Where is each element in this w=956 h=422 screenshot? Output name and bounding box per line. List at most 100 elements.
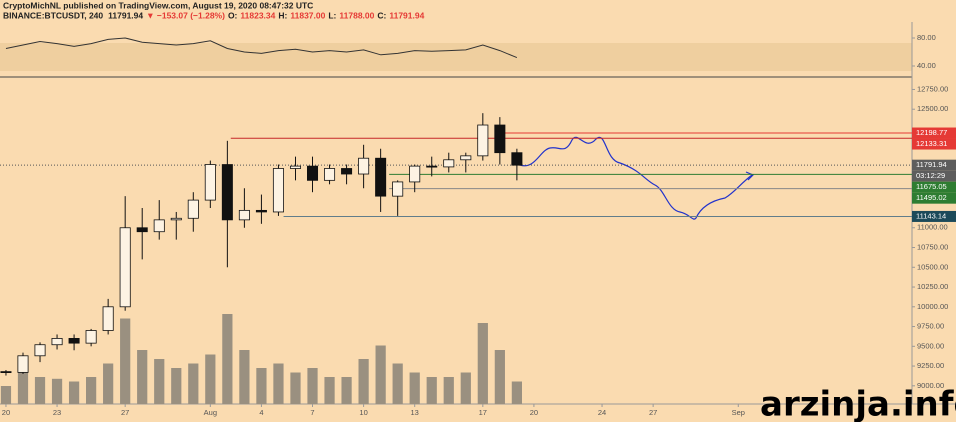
candle-body xyxy=(358,157,370,175)
volume-bar xyxy=(137,350,148,404)
volume-bar xyxy=(17,372,29,404)
price-label: 11143.14 xyxy=(916,211,946,220)
volume-bar xyxy=(86,377,97,404)
last: 11791.94 xyxy=(108,10,143,20)
volume-bar xyxy=(205,354,216,404)
candle-body xyxy=(392,181,404,197)
low: 11788.00 xyxy=(339,10,374,20)
volume-bar xyxy=(51,378,63,404)
watermark: arzinja.info xyxy=(760,385,956,422)
x-tick-label: 13 xyxy=(411,408,419,417)
candle-body xyxy=(34,344,46,357)
price-label-bg xyxy=(912,192,956,204)
price-label: 11675.05 xyxy=(916,182,947,191)
candle-body xyxy=(102,306,114,331)
rsi-tick-label: 80.00 xyxy=(917,33,936,42)
rsi-band xyxy=(0,43,912,71)
price-label: 11791.94 xyxy=(916,160,947,169)
volume-bar xyxy=(426,377,437,404)
candle-body xyxy=(307,165,319,181)
y-tick-label: 11000.00 xyxy=(917,223,948,232)
candle-body xyxy=(341,168,353,175)
candle-body xyxy=(68,338,80,344)
candle-body xyxy=(187,199,199,219)
y-tick-label: 10000.00 xyxy=(917,302,948,311)
x-tick-label: 7 xyxy=(310,408,314,417)
countdown: 03:12:29 xyxy=(916,171,945,180)
open: 11823.34 xyxy=(240,10,275,20)
high: 11837.00 xyxy=(290,10,325,20)
y-tick-label: 9000.00 xyxy=(917,381,944,390)
volume-bar xyxy=(188,363,199,404)
volume-bar xyxy=(222,314,233,404)
x-tick-label: 27 xyxy=(649,408,657,417)
rsi-line xyxy=(5,37,518,59)
y-tick-label: 10500.00 xyxy=(917,262,948,271)
candle-body xyxy=(460,155,472,161)
high-label: H: xyxy=(278,10,287,20)
y-tick-label: 12500.00 xyxy=(917,104,948,113)
candle-body xyxy=(255,209,267,213)
y-tick-label: 12750.00 xyxy=(917,84,948,93)
price-label: 11495.02 xyxy=(916,193,947,202)
price-label-bg xyxy=(912,210,956,222)
candle-body xyxy=(0,371,12,373)
volume-bar xyxy=(341,377,352,404)
symbol: BINANCE:BTCUSDT, 240 xyxy=(3,10,103,20)
volume-bar xyxy=(154,359,165,404)
candle-body xyxy=(119,227,131,308)
volume-bar xyxy=(392,363,403,404)
x-tick-label: 23 xyxy=(53,408,61,417)
volume-bar xyxy=(256,368,267,404)
volume-bar xyxy=(103,363,114,404)
volume-bar xyxy=(324,377,335,404)
volume-bar xyxy=(511,381,522,404)
volume-bar xyxy=(307,368,318,404)
volume-bar xyxy=(477,323,488,404)
volume-bar xyxy=(409,372,420,404)
y-tick-label: 9500.00 xyxy=(917,341,944,350)
volume-bar xyxy=(460,372,471,404)
volume-bar xyxy=(171,368,182,404)
volume-bar xyxy=(120,318,131,404)
x-tick-label: 20 xyxy=(530,408,538,417)
candle-body xyxy=(324,168,336,181)
volume-bar xyxy=(290,372,301,404)
x-tick-label: Sep xyxy=(732,408,745,417)
projection-arrow xyxy=(745,171,755,181)
candle-body xyxy=(511,152,523,166)
candle-body xyxy=(289,165,301,169)
volume-bar xyxy=(358,359,369,404)
x-tick-label: 20 xyxy=(2,408,10,417)
volume-bar xyxy=(273,363,284,404)
candle-body xyxy=(409,165,421,183)
x-tick-label: 10 xyxy=(359,408,367,417)
candle-body xyxy=(375,157,387,197)
candle-body xyxy=(221,164,233,221)
open-label: O: xyxy=(228,10,238,20)
price-label: 12133.31 xyxy=(916,139,947,148)
y-tick-label: 9750.00 xyxy=(917,322,944,331)
volume-bar xyxy=(443,377,454,404)
candle-body xyxy=(136,227,148,233)
candle-body xyxy=(17,355,29,373)
candle-body xyxy=(272,168,284,213)
price-label: 12198.77 xyxy=(916,128,947,137)
candle-body xyxy=(426,165,438,168)
x-tick-label: 24 xyxy=(598,408,606,417)
candle-body xyxy=(443,159,455,168)
candle-body xyxy=(51,338,63,346)
x-tick-label: 27 xyxy=(121,408,129,417)
low-label: L: xyxy=(328,10,336,20)
y-tick-label: 9250.00 xyxy=(917,361,944,370)
price-label-bg xyxy=(912,138,956,150)
volume-bar xyxy=(34,377,46,404)
volume-bar xyxy=(375,345,386,404)
candle-body xyxy=(238,209,250,221)
candle-body xyxy=(170,217,182,221)
close-label: C: xyxy=(377,10,386,20)
countdown-bg xyxy=(912,170,956,182)
x-tick-label: 4 xyxy=(259,408,263,417)
y-tick-label: 10750.00 xyxy=(917,243,948,252)
